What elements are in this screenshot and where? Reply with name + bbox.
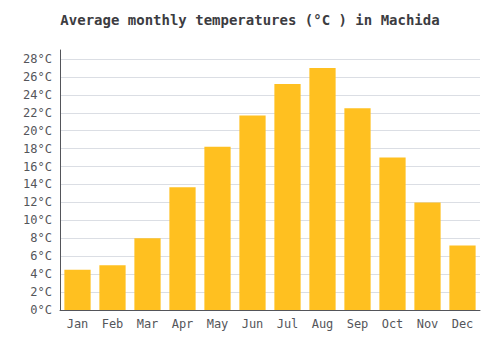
svg-text:Feb: Feb — [102, 317, 124, 331]
svg-text:14°C: 14°C — [23, 177, 52, 191]
svg-text:6°C: 6°C — [30, 249, 52, 263]
svg-text:Dec: Dec — [452, 317, 474, 331]
svg-text:Oct: Oct — [382, 317, 404, 331]
svg-text:28°C: 28°C — [23, 52, 52, 66]
svg-text:May: May — [207, 317, 229, 331]
svg-text:12°C: 12°C — [23, 195, 52, 209]
svg-text:Aug: Aug — [312, 317, 334, 331]
svg-text:Jan: Jan — [67, 317, 89, 331]
svg-text:16°C: 16°C — [23, 160, 52, 174]
svg-text:8°C: 8°C — [30, 231, 52, 245]
svg-text:2°C: 2°C — [30, 285, 52, 299]
svg-text:0°C: 0°C — [30, 303, 52, 317]
svg-text:22°C: 22°C — [23, 106, 52, 120]
svg-text:Sep: Sep — [347, 317, 369, 331]
svg-text:4°C: 4°C — [30, 267, 52, 281]
svg-text:Jun: Jun — [242, 317, 264, 331]
svg-text:Average monthly temperatures (: Average monthly temperatures (°C ) in Ma… — [60, 12, 439, 28]
svg-text:Apr: Apr — [172, 317, 194, 331]
svg-text:Mar: Mar — [137, 317, 159, 331]
svg-text:26°C: 26°C — [23, 70, 52, 84]
svg-text:10°C: 10°C — [23, 213, 52, 227]
svg-text:20°C: 20°C — [23, 124, 52, 138]
svg-text:18°C: 18°C — [23, 142, 52, 156]
svg-text:24°C: 24°C — [23, 88, 52, 102]
svg-text:Jul: Jul — [277, 317, 299, 331]
svg-text:Nov: Nov — [417, 317, 439, 331]
